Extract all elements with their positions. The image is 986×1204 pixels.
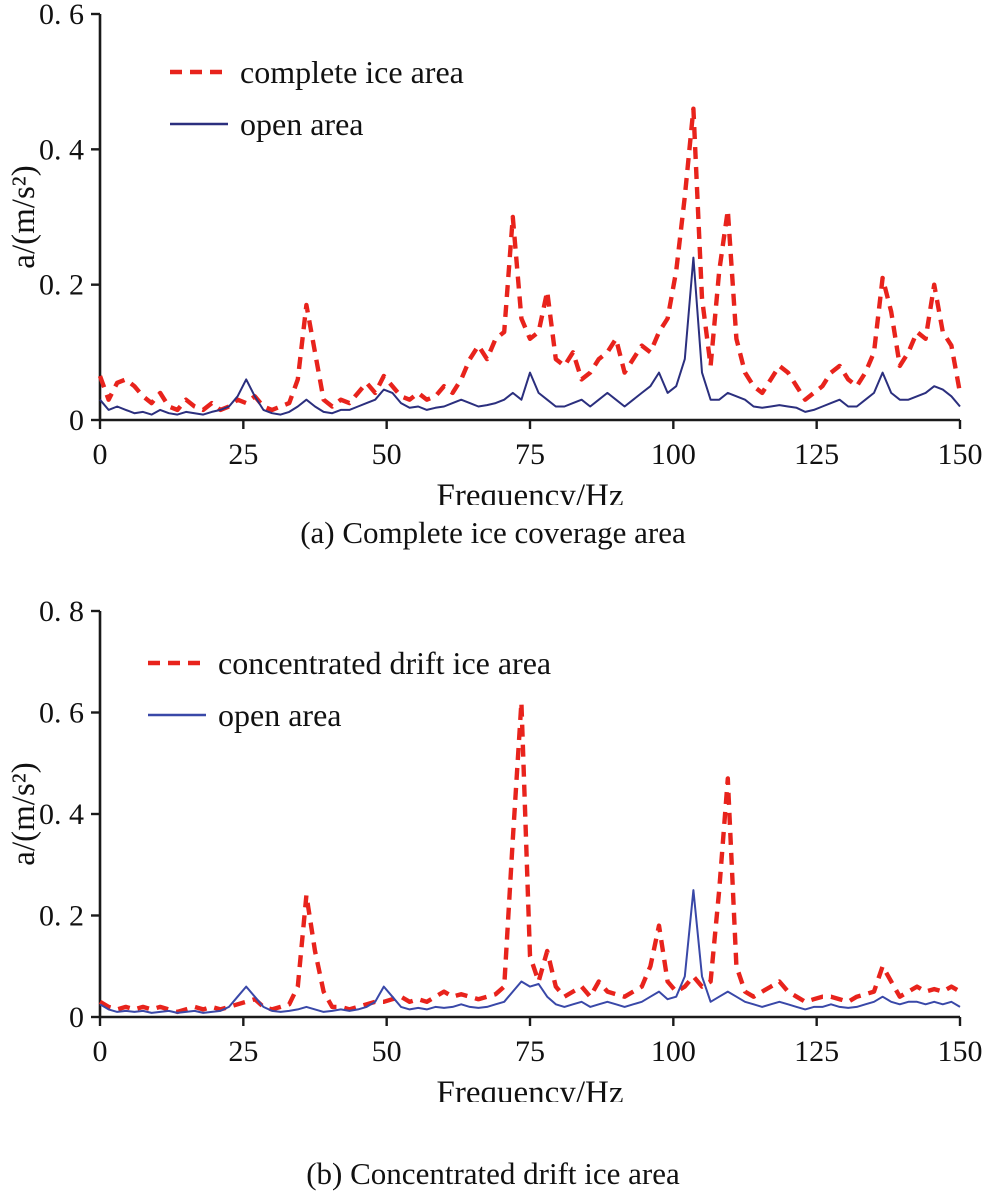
x-tick-label: 0 [93, 438, 108, 471]
x-axis-title: Frequency/Hz [437, 478, 624, 505]
x-tick-label: 50 [372, 1035, 402, 1068]
x-tick-label: 150 [938, 438, 983, 471]
x-tick-label: 100 [651, 438, 696, 471]
x-tick-label: 25 [228, 438, 258, 471]
y-tick-label: 0. 4 [39, 133, 84, 166]
chart-a-canvas: 0 25 50 75 100 125 150 0 0. 2 0. 4 0. 6 Frequency/H… [6, 0, 983, 505]
series-line-open-area [99, 889, 961, 1014]
x-tick-label: 75 [515, 438, 545, 471]
series-line-open-area [99, 256, 961, 416]
x-tick-label: 125 [794, 1035, 839, 1068]
chart-b-canvas: 0 25 50 75 100 125 150 0 0. 2 0. 4 0. 6 0. 8 Frequen… [6, 597, 983, 1102]
y-tick-label: 0 [69, 1001, 84, 1034]
y-tick-label: 0. 8 [39, 597, 84, 628]
legend-label: complete ice area [240, 54, 464, 90]
x-tick-label: 125 [794, 438, 839, 471]
y-tick-label: 0 [69, 404, 84, 437]
legend-label: open area [218, 697, 341, 733]
x-tick-label: 25 [228, 1035, 258, 1068]
x-tick-label: 100 [651, 1035, 696, 1068]
x-tick-label: 150 [938, 1035, 983, 1068]
legend-label: concentrated drift ice area [218, 645, 551, 681]
y-axis-title: a/(m/s²) [6, 762, 42, 865]
y-axis-title: a/(m/s²) [6, 165, 42, 268]
series-line-complete-ice-area [97, 106, 963, 413]
y-tick-label: 0. 2 [39, 900, 84, 933]
series-line-concentrated-drift-ice-area [98, 700, 962, 1015]
caption-b: (b) Concentrated drift ice area [306, 1156, 680, 1191]
x-tick-label: 75 [515, 1035, 545, 1068]
y-tick-label: 0. 2 [39, 269, 84, 302]
caption-a: (a) Complete ice coverage area [300, 515, 686, 550]
y-tick-label: 0. 6 [39, 697, 84, 730]
x-axis-title: Frequency/Hz [437, 1075, 624, 1102]
x-tick-label: 0 [93, 1035, 108, 1068]
y-tick-label: 0. 4 [39, 798, 84, 831]
legend-label: open area [240, 106, 363, 142]
x-tick-label: 50 [372, 438, 402, 471]
y-tick-label: 0. 6 [39, 0, 84, 31]
